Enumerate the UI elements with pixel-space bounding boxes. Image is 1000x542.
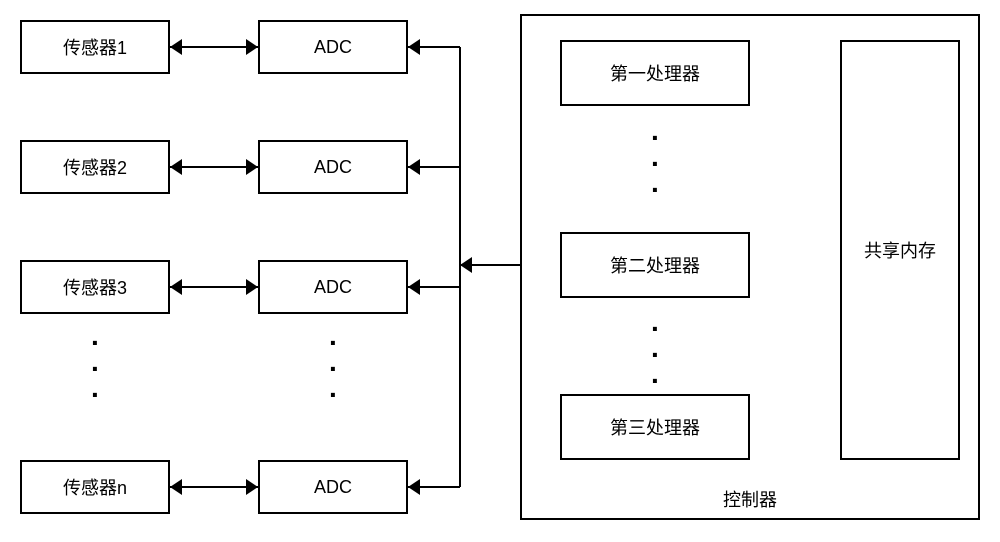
ellipsis-0: ··· bbox=[91, 340, 100, 398]
ellipsis-3: ··· bbox=[651, 326, 660, 384]
box-sensorN: 传感器n bbox=[20, 460, 170, 514]
box-sensor1: 传感器1 bbox=[20, 20, 170, 74]
box-sensor2: 传感器2 bbox=[20, 140, 170, 194]
ellipsis-1: ··· bbox=[329, 340, 338, 398]
box-proc1: 第一处理器 bbox=[560, 40, 750, 106]
box-label-adc3: ADC bbox=[314, 277, 352, 298]
box-adc3: ADC bbox=[258, 260, 408, 314]
box-label-controller: 控制器 bbox=[723, 486, 777, 512]
box-adcN: ADC bbox=[258, 460, 408, 514]
box-label-mem: 共享内存 bbox=[864, 237, 936, 263]
box-label-sensor3: 传感器3 bbox=[63, 274, 127, 300]
box-label-proc3: 第三处理器 bbox=[610, 414, 700, 440]
box-label-sensor1: 传感器1 bbox=[63, 34, 127, 60]
box-proc3: 第三处理器 bbox=[560, 394, 750, 460]
ellipsis-2: ··· bbox=[651, 135, 660, 193]
box-label-sensorN: 传感器n bbox=[63, 474, 127, 500]
box-label-proc2: 第二处理器 bbox=[610, 252, 700, 278]
diagram-canvas: 传感器1 传感器2 传感器3 传感器n ADC ADC ADC ADC 控制器 第一处理器第二处理… bbox=[0, 0, 1000, 542]
box-label-sensor2: 传感器2 bbox=[63, 154, 127, 180]
box-adc1: ADC bbox=[258, 20, 408, 74]
box-label-adcN: ADC bbox=[314, 477, 352, 498]
box-label-adc2: ADC bbox=[314, 157, 352, 178]
box-sensor3: 传感器3 bbox=[20, 260, 170, 314]
box-label-adc1: ADC bbox=[314, 37, 352, 58]
box-label-proc1: 第一处理器 bbox=[610, 60, 700, 86]
box-proc2: 第二处理器 bbox=[560, 232, 750, 298]
box-adc2: ADC bbox=[258, 140, 408, 194]
box-mem: 共享内存 bbox=[840, 40, 960, 460]
